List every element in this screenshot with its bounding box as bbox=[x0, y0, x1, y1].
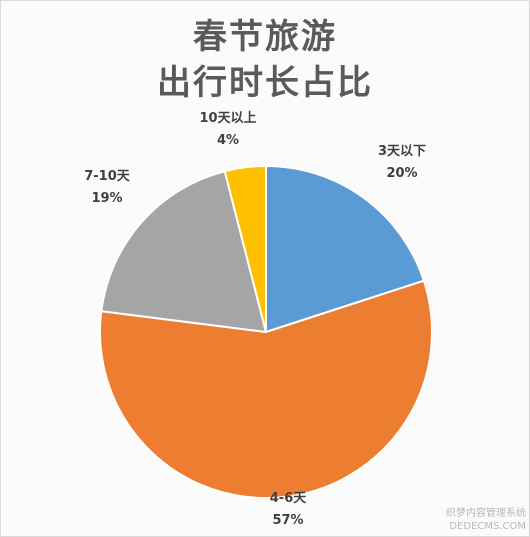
pie-slice-2 bbox=[99, 279, 433, 499]
slice-value-label-3: 19% bbox=[91, 191, 122, 206]
slice-category-label-3: 7-10天 bbox=[84, 169, 131, 184]
slice-value-label-2: 57% bbox=[272, 513, 303, 528]
chart-title-line-1: 春节旅游 bbox=[193, 17, 337, 57]
watermark-line-1: 织梦内容管理系统 bbox=[446, 508, 526, 519]
pie-slice-1 bbox=[265, 164, 426, 334]
slice-category-label-4: 10天以上 bbox=[199, 111, 256, 126]
slice-category-label-2: 4-6天 bbox=[270, 491, 307, 506]
watermark-line-2: DEDECMS.COM bbox=[449, 520, 526, 532]
slice-category-label-1: 3天以下 bbox=[378, 144, 426, 159]
watermark: 织梦内容管理系统 DEDECMS.COM bbox=[446, 508, 526, 533]
slice-value-label-4: 4% bbox=[217, 133, 239, 148]
slice-value-label-1: 20% bbox=[386, 166, 417, 181]
chart-title-line-2: 出行时长占比 bbox=[157, 63, 373, 103]
pie-slice-4 bbox=[223, 164, 267, 333]
pie-slice-3 bbox=[100, 170, 268, 334]
